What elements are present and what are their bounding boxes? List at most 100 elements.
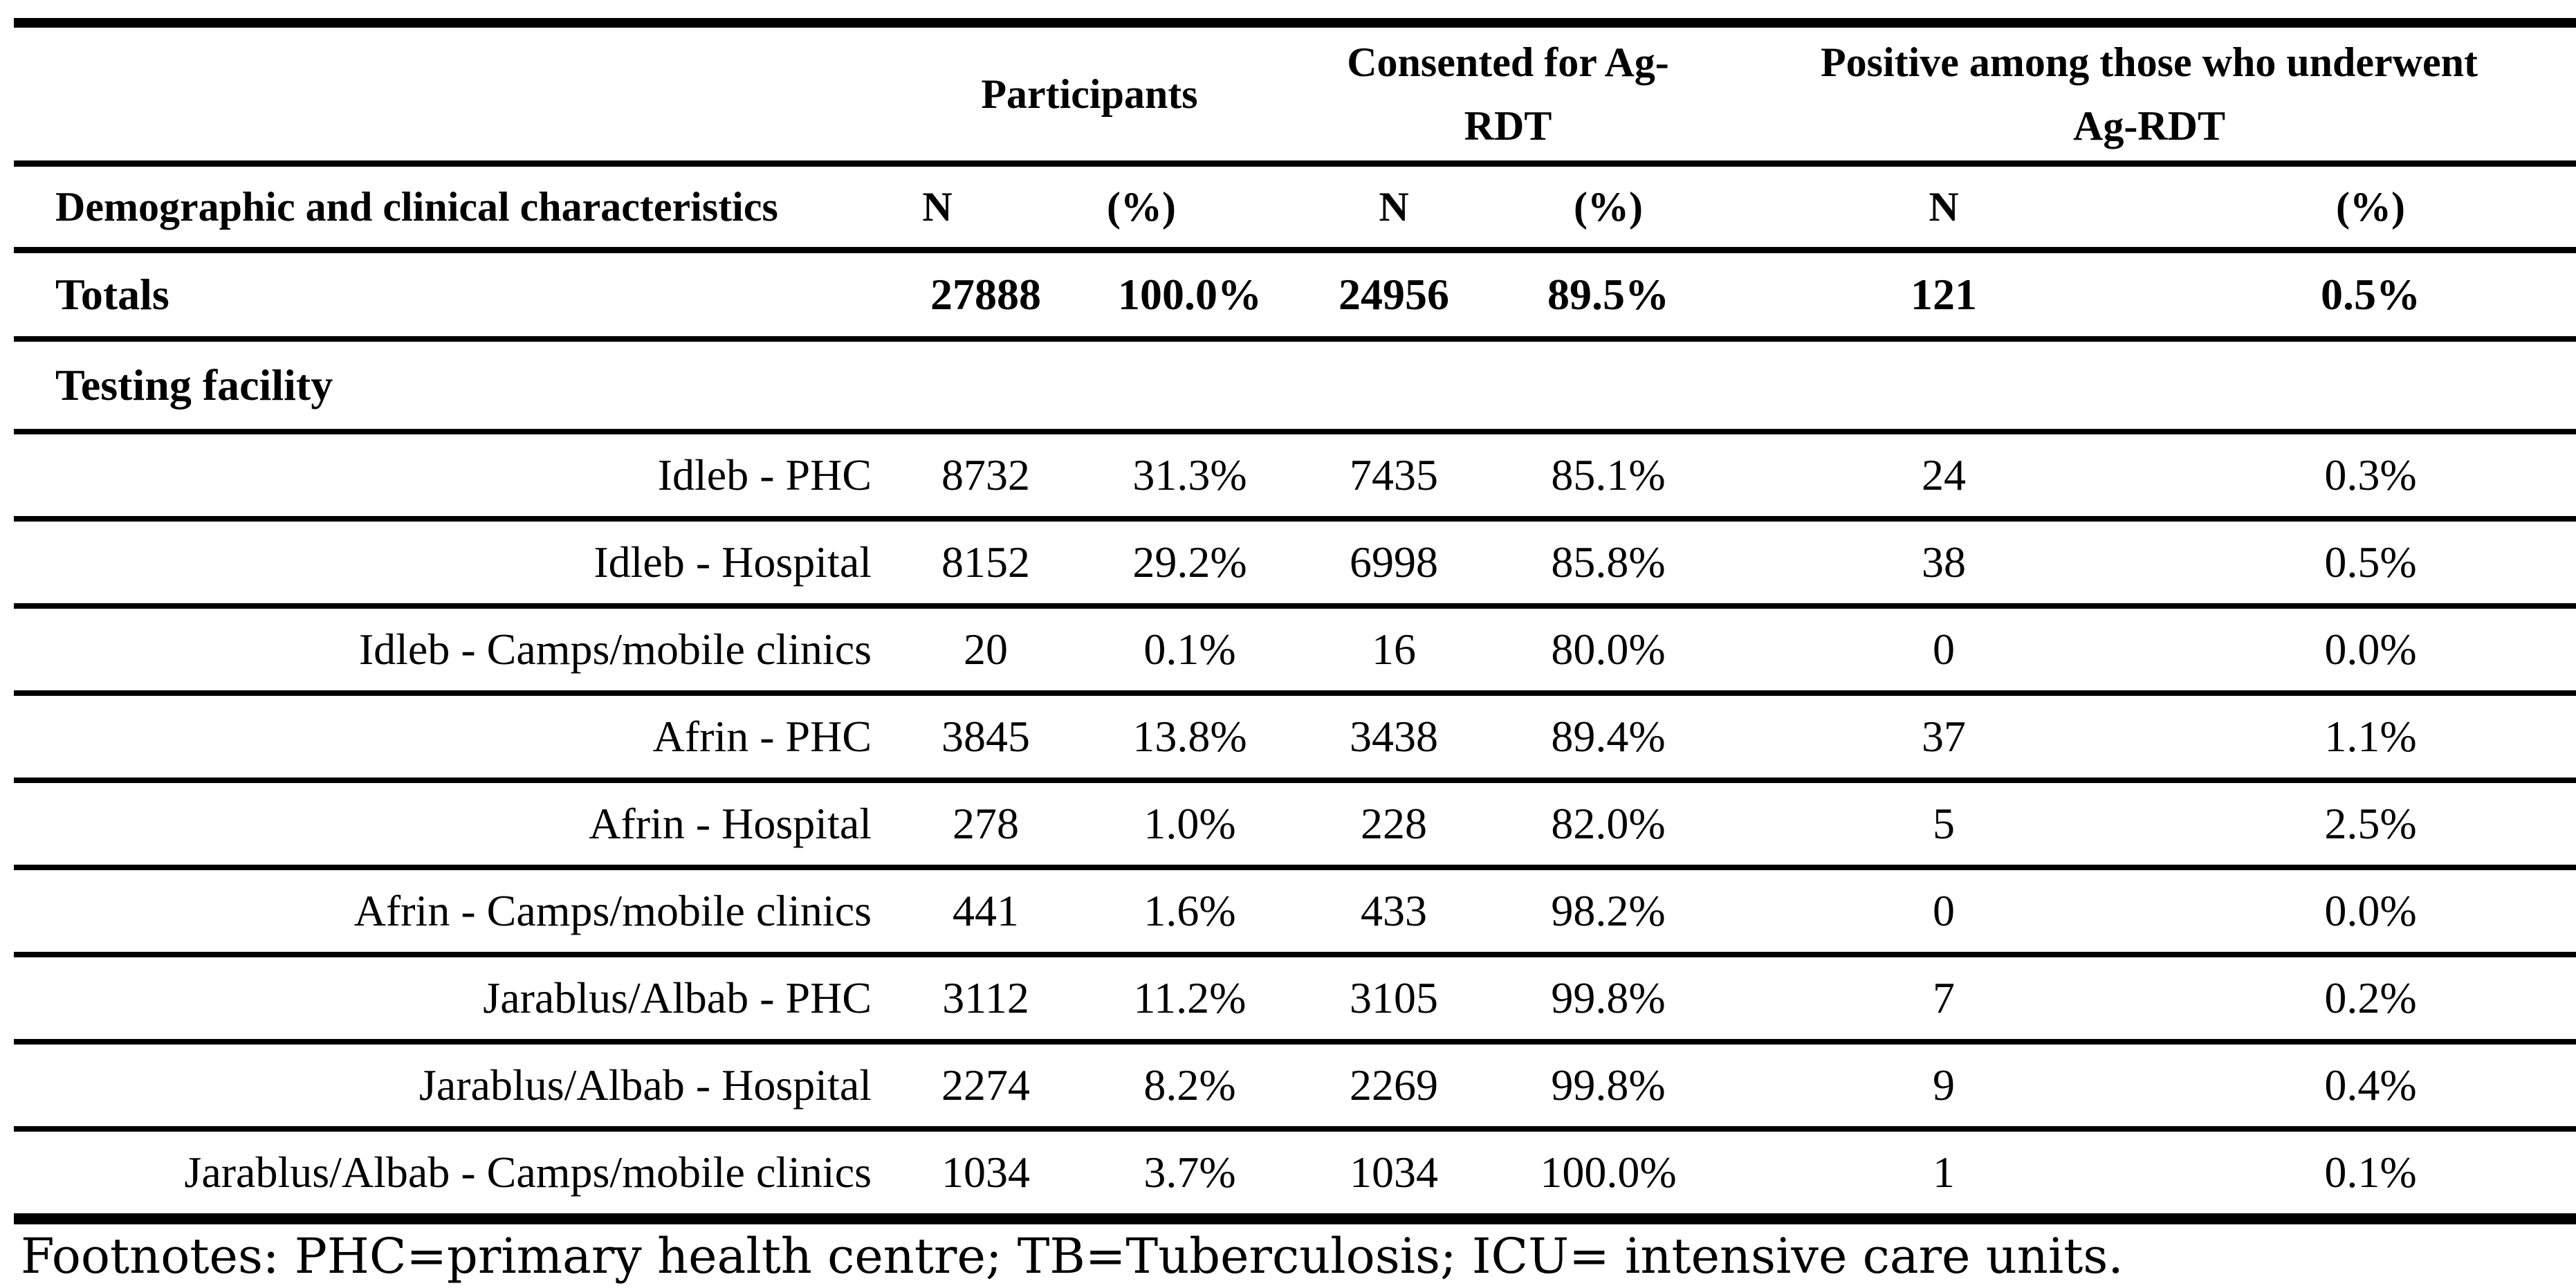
positive-n: 5 [1933, 799, 1955, 848]
positive-n: 38 [1922, 537, 1966, 587]
participants-pct: 3.7% [1143, 1148, 1236, 1197]
participants-pct: 8.2% [1143, 1060, 1236, 1110]
positive-n: 1 [1933, 1148, 1955, 1197]
consented-pct: 80.0% [1551, 625, 1666, 674]
table-row: Afrin - Camps/mobile clinics 441 1.6% 43… [0, 870, 2576, 952]
column-header-characteristics: Demographic and clinical characteristics [55, 183, 778, 230]
group-header-row: Participants Consented for Ag- RDT Posit… [0, 28, 2576, 160]
positive-pct: 0.0% [2324, 625, 2417, 674]
group-header-positive-line1: Positive among those who underwent [1820, 39, 2478, 85]
participants-pct: 29.2% [1132, 537, 1247, 587]
group-header-participants: Participants [885, 28, 1294, 160]
column-header-participants-pct: (%) [1107, 183, 1176, 230]
participants-n: 2274 [941, 1060, 1030, 1110]
table-row: Idleb - PHC 8732 31.3% 7435 85.1% 24 0.3… [0, 434, 2576, 516]
table-bottom-rule [14, 1213, 2576, 1224]
header-divider-rule [14, 160, 2576, 167]
positive-n: 7 [1933, 973, 1955, 1022]
participants-n: 20 [964, 625, 1008, 674]
table-row: Idleb - Hospital 8152 29.2% 6998 85.8% 3… [0, 522, 2576, 603]
consented-n: 228 [1361, 799, 1427, 848]
positive-pct: 0.0% [2324, 886, 2417, 935]
facility-label: Idleb - PHC [657, 450, 872, 499]
totals-participants-n: 27888 [930, 270, 1041, 319]
consented-pct: 99.8% [1551, 973, 1666, 1022]
consented-n: 16 [1372, 625, 1416, 674]
consented-pct: 82.0% [1551, 799, 1666, 848]
row-divider-rule [14, 516, 2576, 522]
consented-pct: 99.8% [1551, 1060, 1666, 1110]
facility-label: Idleb - Hospital [594, 537, 872, 587]
consented-n: 3105 [1350, 973, 1438, 1022]
top-margin [0, 0, 2576, 18]
row-divider-rule [14, 429, 2576, 434]
facility-label: Jarablus/Albab - Camps/mobile clinics [184, 1148, 872, 1197]
table-row: Afrin - PHC 3845 13.8% 3438 89.4% 37 1.1… [0, 696, 2576, 778]
consented-n: 6998 [1350, 537, 1438, 587]
row-divider-rule [14, 952, 2576, 957]
participants-n: 278 [953, 799, 1019, 848]
group-header-positive: Positive among those who underwent Ag-RD… [1722, 28, 2576, 160]
participants-pct: 0.1% [1143, 625, 1236, 674]
positive-pct: 0.5% [2324, 537, 2417, 587]
participants-n: 441 [953, 886, 1019, 935]
column-header-row: Demographic and clinical characteristics… [0, 167, 2576, 247]
consented-pct: 85.1% [1551, 450, 1666, 499]
table-top-rule [14, 18, 2576, 28]
row-divider-rule [14, 336, 2576, 342]
facility-label: Jarablus/Albab - Hospital [418, 1060, 872, 1110]
group-header-consented-line2: RDT [1464, 103, 1552, 149]
participants-n: 3112 [942, 973, 1029, 1022]
consented-n: 2269 [1350, 1060, 1438, 1110]
group-header-positive-line2: Ag-RDT [2073, 103, 2225, 149]
totals-positive-n: 121 [1911, 270, 1977, 319]
footnote-text: Footnotes: PHC=primary health centre; TB… [21, 1228, 2124, 1285]
row-divider-rule [14, 1039, 2576, 1045]
positive-pct: 0.1% [2324, 1148, 2417, 1197]
participants-pct: 1.6% [1143, 886, 1236, 935]
column-header-positive-pct: (%) [2336, 183, 2405, 230]
consented-n: 3438 [1350, 712, 1438, 761]
totals-participants-pct: 100.0% [1118, 270, 1262, 319]
participants-pct: 11.2% [1133, 973, 1246, 1022]
consented-n: 1034 [1350, 1148, 1438, 1197]
consented-n: 433 [1361, 886, 1427, 935]
column-header-consented-pct: (%) [1574, 183, 1643, 230]
positive-pct: 1.1% [2324, 712, 2417, 761]
consented-pct: 100.0% [1540, 1148, 1677, 1197]
positive-pct: 2.5% [2324, 799, 2417, 848]
facility-label: Afrin - Hospital [589, 799, 872, 848]
group-header-consented: Consented for Ag- RDT [1294, 28, 1722, 160]
table-row: Idleb - Camps/mobile clinics 20 0.1% 16 … [0, 609, 2576, 690]
participants-pct: 1.0% [1143, 799, 1236, 848]
consented-n: 7435 [1350, 450, 1438, 499]
participants-n: 1034 [941, 1148, 1030, 1197]
positive-pct: 0.3% [2324, 450, 2417, 499]
row-divider-rule [14, 1126, 2576, 1132]
participants-pct: 31.3% [1132, 450, 1247, 499]
row-divider-rule [14, 865, 2576, 870]
totals-consented-n: 24956 [1338, 270, 1449, 319]
table-row: Jarablus/Albab - Camps/mobile clinics 10… [0, 1132, 2576, 1213]
participants-n: 3845 [941, 712, 1030, 761]
group-header-participants-label: Participants [981, 71, 1198, 117]
participants-pct: 13.8% [1132, 712, 1247, 761]
consented-pct: 98.2% [1551, 886, 1666, 935]
facility-label: Jarablus/Albab - PHC [483, 973, 872, 1022]
positive-n: 37 [1922, 712, 1966, 761]
participants-n: 8732 [941, 450, 1030, 499]
consented-pct: 89.4% [1551, 712, 1666, 761]
column-header-participants-n: N [922, 183, 953, 230]
table-row: Jarablus/Albab - PHC 3112 11.2% 3105 99.… [0, 957, 2576, 1039]
positive-n: 9 [1933, 1060, 1955, 1110]
column-header-bottom-rule [14, 247, 2576, 253]
positive-n: 0 [1933, 625, 1955, 674]
positive-pct: 0.2% [2324, 973, 2417, 1022]
positive-n: 0 [1933, 886, 1955, 935]
row-divider-rule [14, 690, 2576, 696]
consented-pct: 85.8% [1551, 537, 1666, 587]
facility-label: Afrin - Camps/mobile clinics [353, 886, 872, 935]
participants-n: 8152 [941, 537, 1030, 587]
totals-label: Totals [55, 270, 169, 319]
